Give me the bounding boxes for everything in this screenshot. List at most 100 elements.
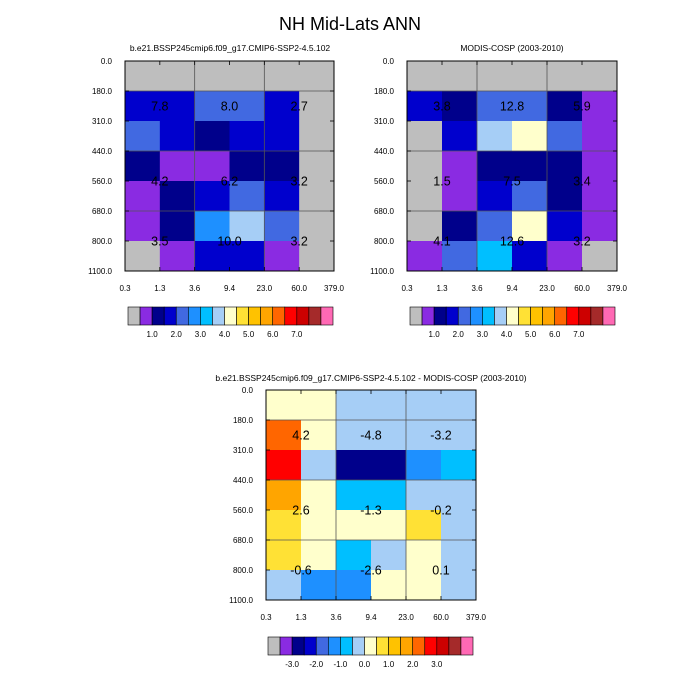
heatmap-cell xyxy=(159,61,196,92)
heatmap-cell xyxy=(512,61,548,92)
colorbar-tick-label: 1.0 xyxy=(147,330,159,339)
bin-value-label: 7.8 xyxy=(151,100,168,114)
bin-value-label: -2.6 xyxy=(360,564,382,578)
colorbar-tick-label: 0.0 xyxy=(359,660,371,669)
y-tick-label: 0.0 xyxy=(383,57,395,66)
heatmap-cell xyxy=(264,241,300,272)
y-tick-label: 1100.0 xyxy=(370,267,394,276)
y-tick-label: 560.0 xyxy=(374,177,395,186)
bin-value-label: 6.2 xyxy=(221,175,238,189)
heatmap-cell xyxy=(336,420,372,451)
heatmap-cell xyxy=(125,121,161,152)
heatmap-cell xyxy=(407,121,443,152)
heatmap-cell xyxy=(407,181,443,212)
heatmap-cell xyxy=(194,121,230,152)
colorbar-swatch xyxy=(127,306,141,326)
colorbar-swatch xyxy=(602,306,616,326)
y-tick-label: 180.0 xyxy=(374,87,395,96)
colorbar-tick-label: 1.0 xyxy=(383,660,395,669)
colorbar-tick-label: 2.0 xyxy=(453,330,465,339)
x-tick-label: 9.4 xyxy=(365,613,377,622)
heatmap-cell xyxy=(582,91,618,122)
heatmap-cell xyxy=(582,211,618,242)
heatmap-cell xyxy=(264,121,300,152)
x-tick-label: 60.0 xyxy=(574,284,590,293)
colorbar-swatch xyxy=(388,636,401,656)
colorbar-tick-label: 6.0 xyxy=(267,330,279,339)
heatmap-cell xyxy=(301,390,337,421)
bin-value-label: 2.7 xyxy=(290,100,307,114)
bin-value-label: 0.1 xyxy=(432,564,449,578)
x-tick-label: 0.3 xyxy=(401,284,413,293)
x-tick-label: 1.3 xyxy=(295,613,307,622)
x-tick-label: 3.6 xyxy=(189,284,201,293)
heatmap-cell xyxy=(336,540,372,571)
heatmap-cell xyxy=(264,211,300,242)
heatmap-cell xyxy=(512,91,548,122)
bin-value-label: 3.5 xyxy=(151,235,168,249)
y-tick-label: 1100.0 xyxy=(88,267,112,276)
heatmap-cell xyxy=(299,181,335,212)
heatmap-cell xyxy=(299,121,335,152)
colorbar-swatch xyxy=(151,306,165,326)
colorbar-swatch xyxy=(364,636,377,656)
x-tick-label: 379.0 xyxy=(324,284,345,293)
heatmap-cell xyxy=(159,91,196,122)
bin-value-label: 4.1 xyxy=(433,235,450,249)
y-tick-label: 440.0 xyxy=(233,476,254,485)
colorbar-diff: -3.0 -2.0 -1.0 0.0 1.0 2.0 3.0 xyxy=(267,636,474,669)
x-tick-label: 9.4 xyxy=(224,284,236,293)
bin-value-label: 12.6 xyxy=(500,235,524,249)
heatmap-cell xyxy=(512,151,548,182)
colorbar-swatch xyxy=(494,306,507,326)
heatmap-cell xyxy=(407,61,443,92)
panel-diff-title: b.e21.BSSP245cmip6.f09_g17.CMIP6-SSP2-4.… xyxy=(215,373,526,383)
x-tick-label: 3.6 xyxy=(330,613,342,622)
heatmap-cell xyxy=(547,181,583,212)
heatmap-cell xyxy=(477,121,513,152)
heatmap-cell xyxy=(299,91,335,122)
x-tick-label: 379.0 xyxy=(466,613,487,622)
heatmap-cell xyxy=(477,91,513,122)
x-tick-label: 60.0 xyxy=(291,284,307,293)
colorbar-tick-label: 7.0 xyxy=(573,330,585,339)
colorbar-swatch xyxy=(163,306,177,326)
colorbar-swatch xyxy=(460,636,474,656)
heatmap-cell xyxy=(406,480,442,511)
heatmap-cell xyxy=(125,241,161,272)
colorbar-swatch xyxy=(436,636,450,656)
x-tick-label: 379.0 xyxy=(607,284,628,293)
heatmap-cell xyxy=(406,570,442,601)
heatmap-cell xyxy=(266,570,302,601)
colorbar-swatch xyxy=(457,306,471,326)
heatmap-cell xyxy=(159,181,196,212)
colorbar-swatch xyxy=(320,306,334,326)
colorbar-swatch xyxy=(409,306,423,326)
colorbar-swatch xyxy=(506,306,519,326)
colorbar-swatch xyxy=(308,306,322,326)
heatmap-cell xyxy=(371,420,407,451)
colorbar-swatch xyxy=(248,306,261,326)
heatmap-cell xyxy=(371,540,407,571)
colorbar-swatch xyxy=(542,306,556,326)
y-tick-label: 800.0 xyxy=(92,237,113,246)
colorbar-swatch xyxy=(272,306,286,326)
x-tick-label: 0.3 xyxy=(119,284,131,293)
colorbar-swatch xyxy=(376,636,389,656)
heatmap-cell xyxy=(266,510,302,541)
heatmap-cell xyxy=(336,570,372,601)
colorbar-swatch xyxy=(236,306,249,326)
colorbar-swatch xyxy=(518,306,531,326)
heatmap-cell xyxy=(371,480,407,511)
heatmap-cell xyxy=(582,121,618,152)
colorbar-swatch xyxy=(315,636,329,656)
heatmap-cell xyxy=(512,211,548,242)
bin-value-label: 4.2 xyxy=(151,175,168,189)
colorbar-swatch xyxy=(267,636,281,656)
y-tick-label: 310.0 xyxy=(92,117,113,126)
colorbar-swatch xyxy=(482,306,495,326)
y-tick-label: 680.0 xyxy=(233,536,254,545)
heatmap-cell xyxy=(406,390,442,421)
heatmap-cell xyxy=(301,450,337,481)
bin-value-label: 1.5 xyxy=(433,175,450,189)
